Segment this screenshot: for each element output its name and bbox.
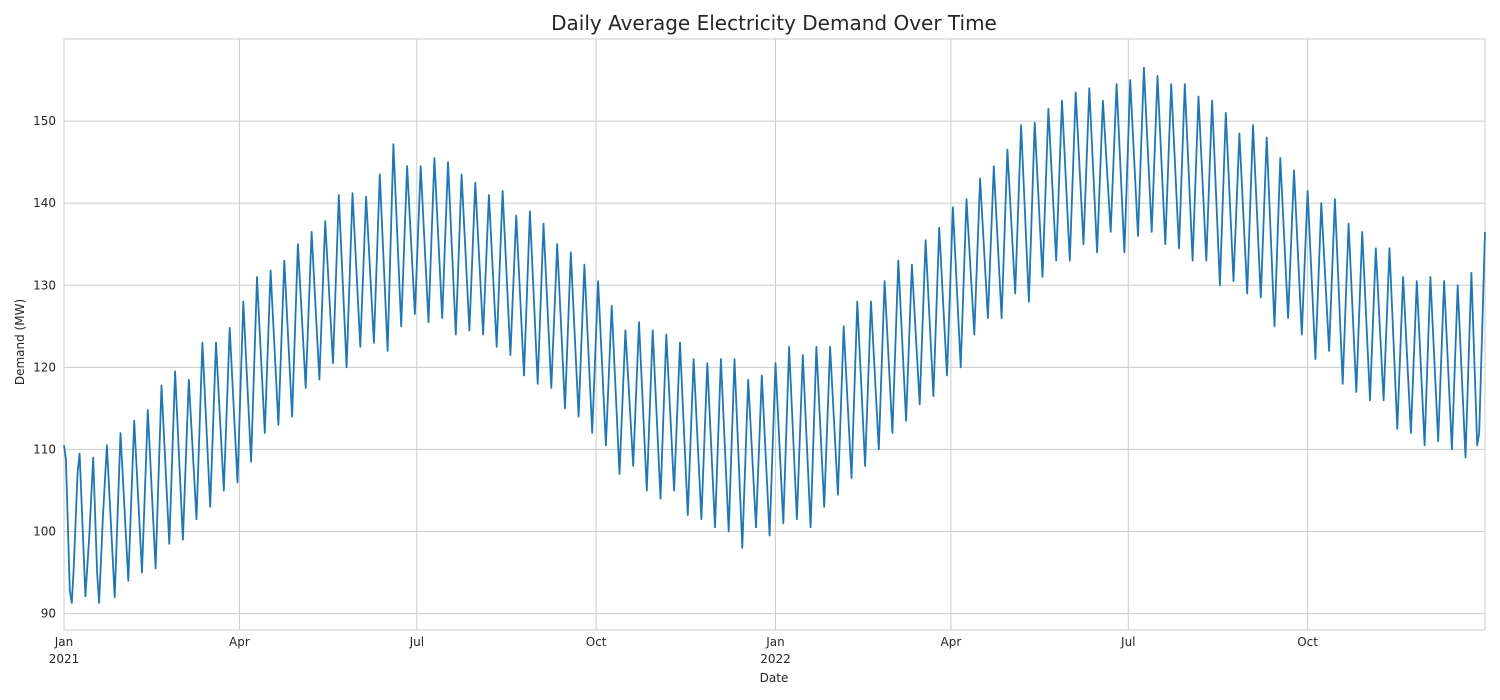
y-axis-ticks: 90 100 110 120 130 140 150 — [33, 114, 56, 620]
x-axis-ticks: Jan 2021 Apr Jul Oct Jan 2022 Apr Jul Oct — [49, 635, 1319, 666]
x-tick-label: Jan — [54, 635, 74, 649]
x-tick-label: Jan — [765, 635, 785, 649]
y-tick-label: 140 — [33, 196, 56, 210]
y-tick-label: 120 — [33, 360, 56, 374]
y-axis-label: Demand (MW) — [13, 299, 27, 385]
y-tick-label: 110 — [33, 442, 56, 456]
chart-title: Daily Average Electricity Demand Over Ti… — [551, 11, 997, 35]
y-tick-label: 90 — [41, 607, 56, 621]
grid-lines — [63, 39, 1485, 630]
y-tick-label: 100 — [33, 525, 56, 539]
x-axis-label: Date — [760, 671, 789, 685]
y-tick-label: 130 — [33, 278, 56, 292]
demand-series-line — [63, 66, 1486, 604]
y-tick-label: 150 — [33, 114, 56, 128]
x-tick-label: Oct — [586, 635, 607, 649]
x-tick-label: Jul — [1120, 635, 1135, 649]
x-tick-year-label: 2022 — [760, 652, 791, 666]
x-tick-label: Oct — [1297, 635, 1318, 649]
series-layer — [63, 66, 1486, 604]
x-tick-year-label: 2021 — [49, 652, 80, 666]
x-tick-label: Apr — [941, 635, 962, 649]
x-tick-label: Apr — [229, 635, 250, 649]
plot-frame — [63, 38, 1486, 631]
x-tick-label: Jul — [409, 635, 424, 649]
